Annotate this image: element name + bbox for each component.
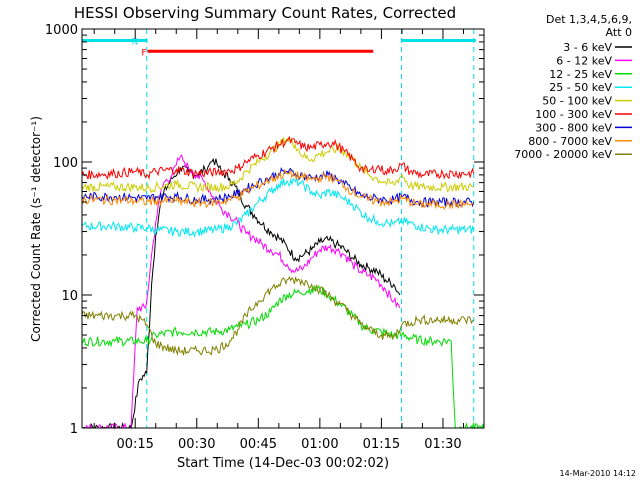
- legend-label-8: 7000 - 20000 keV: [514, 148, 612, 161]
- series-line-8: [81, 275, 475, 357]
- legend-header-line-1: Det 1,3,4,5,6,9,: [546, 13, 632, 26]
- y-tick-label-2: 100: [53, 156, 78, 171]
- series-line-0: [81, 157, 401, 430]
- series-line-1: [81, 154, 401, 430]
- x-tick-label-4: 01:15: [363, 437, 400, 452]
- legend-label-2: 12 - 25 keV: [549, 68, 612, 81]
- y-tick-label-0: 1: [70, 422, 78, 437]
- legend-label-4: 50 - 100 keV: [542, 95, 612, 108]
- legend-label-0: 3 - 6 keV: [563, 41, 612, 54]
- series-line-7: [81, 168, 475, 210]
- plot-data-layer: NF: [81, 29, 485, 430]
- x-tick-label-2: 00:45: [240, 437, 277, 452]
- series-line-2: [81, 284, 485, 430]
- flag-label-F: F: [141, 48, 146, 58]
- y-tick-label-1: 10: [61, 289, 78, 304]
- chart-title: HESSI Observing Summary Count Rates, Cor…: [74, 4, 456, 22]
- axis-layer: 1 10 100 1000 00:15 00:30 00:45 01:00 01:15 01:30: [45, 23, 484, 452]
- legend-label-6: 300 - 800 keV: [535, 121, 612, 134]
- x-tick-label-5: 01:30: [424, 437, 461, 452]
- x-tick-label-1: 00:30: [178, 437, 215, 452]
- legend-label-5: 100 - 300 keV: [535, 108, 612, 121]
- plot-frame: [81, 28, 485, 429]
- x-axis-label: Start Time (14-Dec-03 00:02:02): [177, 456, 389, 471]
- y-tick-label-3: 1000: [45, 23, 78, 38]
- x-tick-label-3: 01:00: [301, 437, 338, 452]
- legend-header-line-2: Att 0: [606, 26, 632, 39]
- x-tick-label-0: 00:15: [116, 437, 153, 452]
- y-axis-label: Corrected Count Rate (s⁻¹ detector⁻¹): [29, 116, 43, 342]
- legend-label-3: 25 - 50 keV: [549, 81, 612, 94]
- legend-label-7: 800 - 7000 keV: [528, 135, 612, 148]
- flag-label-N: N: [132, 37, 139, 47]
- timestamp: 14-Mar-2010 14:12: [560, 469, 637, 478]
- series-line-5: [81, 135, 475, 180]
- legend-label-1: 6 - 12 keV: [556, 54, 612, 67]
- series-line-3: [81, 177, 475, 238]
